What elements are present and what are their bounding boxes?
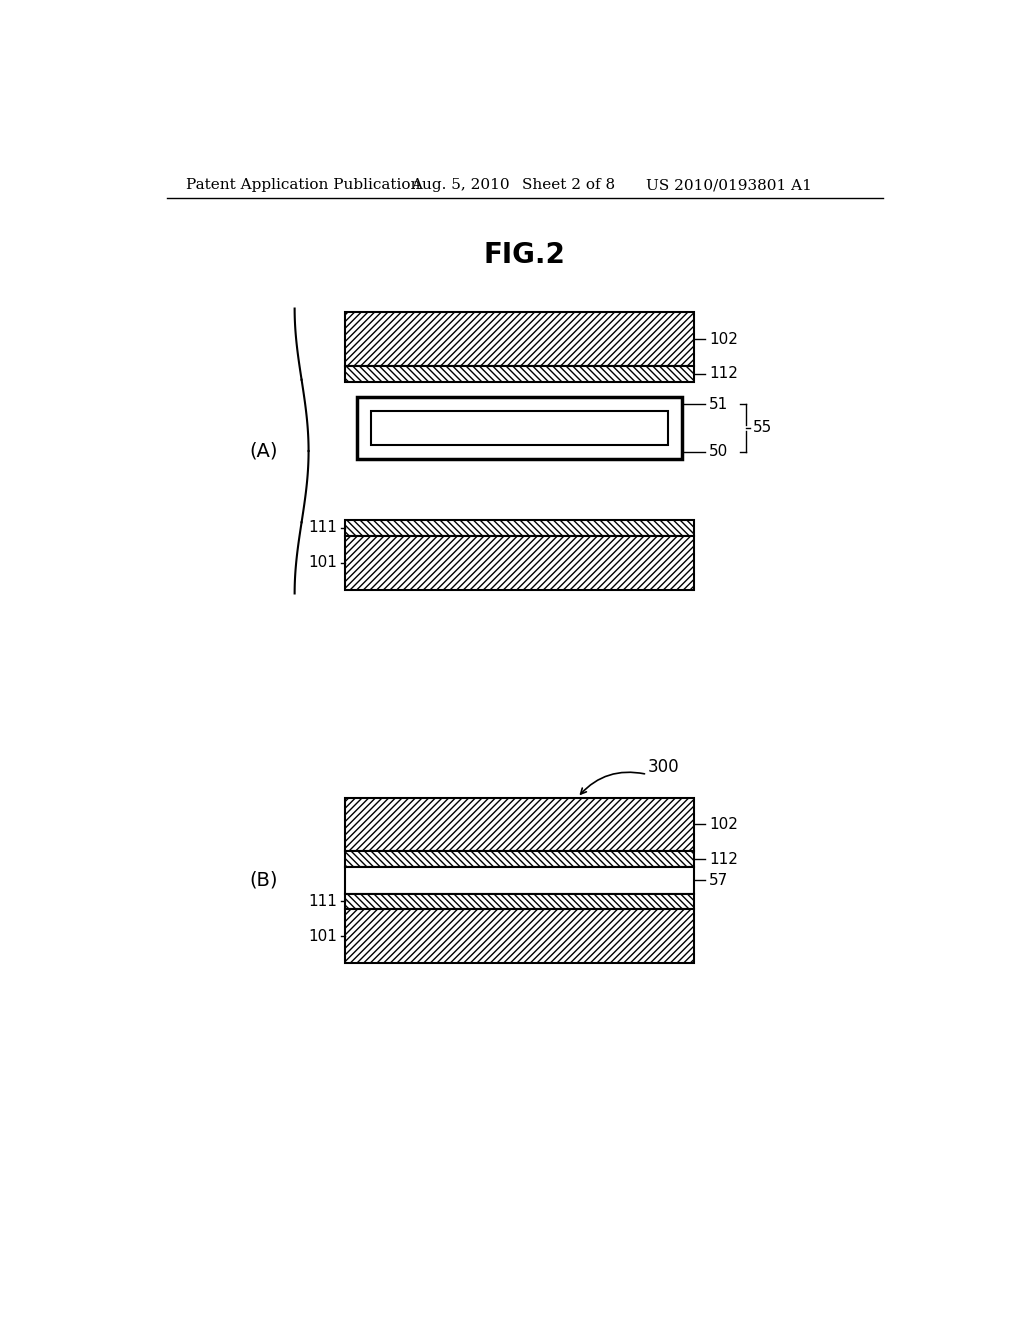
Text: 51: 51 bbox=[710, 396, 728, 412]
Bar bbox=[345, 909, 693, 964]
Text: 102: 102 bbox=[710, 331, 738, 347]
Text: Patent Application Publication: Patent Application Publication bbox=[186, 178, 421, 193]
Bar bbox=[345, 894, 693, 909]
Text: 300: 300 bbox=[647, 758, 679, 776]
Text: US 2010/0193801 A1: US 2010/0193801 A1 bbox=[646, 178, 812, 193]
Text: 57: 57 bbox=[710, 873, 728, 888]
Text: Sheet 2 of 8: Sheet 2 of 8 bbox=[521, 178, 614, 193]
Text: 55: 55 bbox=[753, 420, 772, 436]
Bar bbox=[345, 520, 693, 536]
Bar bbox=[371, 411, 669, 445]
Text: 111: 111 bbox=[308, 894, 337, 909]
Text: 112: 112 bbox=[710, 851, 738, 867]
Bar bbox=[356, 397, 682, 459]
Text: Aug. 5, 2010: Aug. 5, 2010 bbox=[411, 178, 510, 193]
Text: 102: 102 bbox=[710, 817, 738, 832]
Bar bbox=[345, 867, 693, 894]
Text: (A): (A) bbox=[250, 441, 278, 461]
Bar bbox=[345, 367, 693, 381]
Bar bbox=[345, 536, 693, 590]
Text: 101: 101 bbox=[308, 928, 337, 944]
Text: (B): (B) bbox=[250, 871, 278, 890]
Bar bbox=[345, 851, 693, 867]
Text: 101: 101 bbox=[308, 556, 337, 570]
Text: 111: 111 bbox=[308, 520, 337, 536]
Bar bbox=[345, 797, 693, 851]
Text: FIG.2: FIG.2 bbox=[484, 240, 565, 269]
Text: 50: 50 bbox=[710, 445, 728, 459]
Text: 112: 112 bbox=[710, 367, 738, 381]
Bar bbox=[345, 313, 693, 367]
